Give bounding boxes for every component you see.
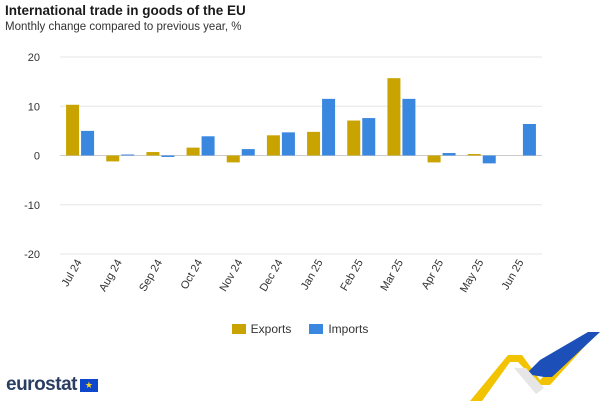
bar-imports: [241, 149, 255, 156]
bar-exports: [307, 131, 321, 156]
bar-imports: [81, 130, 95, 156]
bar-imports: [201, 136, 215, 156]
x-tick-label: Aug 24: [97, 258, 125, 294]
x-tick-label: Oct 24: [179, 258, 206, 292]
bar-imports: [322, 98, 336, 156]
bar-exports: [226, 155, 240, 163]
bar-exports: [266, 135, 280, 156]
x-tick-label: Jan 25: [299, 258, 326, 293]
x-tick-label: Mar 25: [378, 258, 406, 294]
x-tick-label: Apr 25: [420, 258, 447, 292]
bar-imports: [121, 154, 135, 156]
legend: Exports Imports: [0, 322, 600, 336]
x-tick-label: Feb 25: [338, 258, 366, 294]
x-tick-label: Jun 25: [500, 258, 527, 293]
eu-flag-icon: ★: [79, 378, 98, 392]
legend-item-imports[interactable]: Imports: [309, 322, 368, 336]
x-tick-label: Dec 24: [258, 258, 286, 294]
chart-title: International trade in goods of the EU: [5, 3, 246, 18]
y-tick-label: 0: [34, 151, 40, 163]
flag-stars: ★: [84, 379, 93, 390]
bar-exports: [106, 155, 120, 162]
bar-imports: [442, 153, 456, 156]
bar-exports: [186, 147, 200, 156]
legend-swatch-exports: [231, 324, 246, 334]
legend-label-exports: Exports: [250, 322, 292, 336]
bar-imports: [362, 118, 376, 156]
ribbon-decoration-icon: [470, 332, 600, 401]
logo-text: eurostat: [6, 374, 77, 395]
y-tick-label: 10: [28, 101, 40, 113]
bar-exports: [146, 152, 160, 156]
bar-exports: [467, 154, 481, 156]
y-tick-label: -10: [24, 200, 40, 212]
eurostat-logo: eurostat ★: [6, 374, 98, 396]
bar-exports: [387, 78, 401, 156]
legend-item-exports[interactable]: Exports: [231, 322, 292, 336]
x-tick-label: Nov 24: [218, 258, 246, 294]
bar-imports: [482, 155, 496, 164]
legend-label-imports: Imports: [328, 322, 369, 336]
bar-exports: [66, 104, 80, 156]
y-tick-label: -20: [24, 249, 40, 261]
chart-subtitle: Monthly change compared to previous year…: [5, 21, 242, 33]
bar-imports: [402, 98, 416, 156]
bar-imports: [281, 132, 295, 156]
bar-imports: [161, 155, 175, 157]
y-tick-label: 20: [28, 52, 40, 64]
bar-exports: [427, 155, 441, 163]
bar-imports: [522, 123, 536, 156]
legend-swatch-imports: [309, 324, 324, 334]
x-tick-label: Sep 24: [137, 258, 165, 294]
x-tick-label: Jul 24: [60, 258, 85, 289]
bar-chart: 20 10 0 -10 -20 Jul 24 Aug 24 Sep 24 Oct 24 Nov 2…: [24, 52, 542, 295]
x-tick-label: May 25: [458, 258, 486, 295]
bar-exports: [347, 120, 361, 156]
